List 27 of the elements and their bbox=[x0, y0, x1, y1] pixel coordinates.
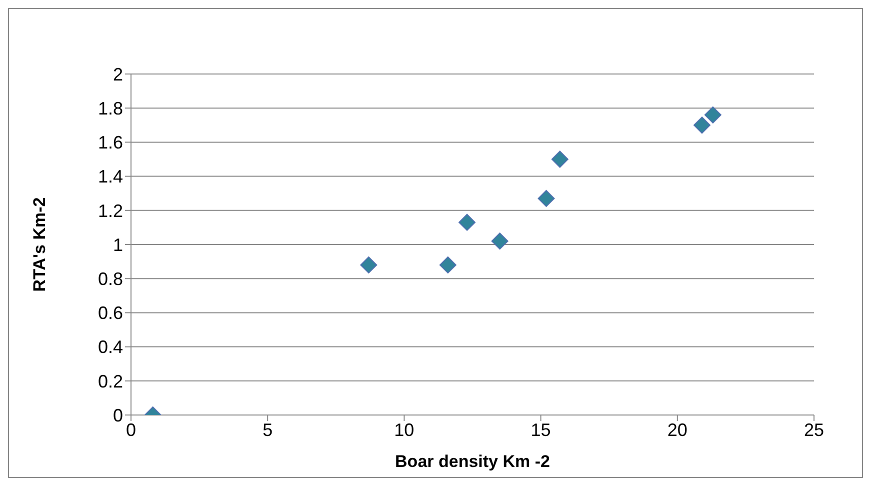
point bbox=[491, 232, 508, 250]
point bbox=[458, 214, 476, 231]
x-tick-label: 5 bbox=[262, 420, 273, 440]
point bbox=[360, 256, 378, 274]
point bbox=[704, 106, 722, 124]
point bbox=[693, 116, 710, 134]
x-tick-label: 0 bbox=[126, 420, 136, 440]
point bbox=[439, 256, 456, 274]
y-tick-label: 0.6 bbox=[98, 303, 123, 324]
y-tick-label: 0.2 bbox=[98, 371, 123, 392]
x-tick-label: 20 bbox=[667, 420, 688, 440]
y-tick-label: 0 bbox=[112, 405, 123, 426]
y-axis-title: RTA's Km-2 bbox=[30, 197, 50, 292]
point bbox=[538, 190, 555, 207]
y-tick-label: 0.4 bbox=[98, 337, 123, 358]
y-tick-label: 1.8 bbox=[98, 98, 123, 118]
point bbox=[551, 150, 568, 168]
x-tick-label: 10 bbox=[394, 420, 414, 440]
y-tick-label: 0.8 bbox=[98, 268, 123, 289]
y-tick-label: 2 bbox=[112, 64, 123, 84]
y-tick-label: 1 bbox=[112, 234, 123, 255]
y-tick-label: 1.2 bbox=[98, 200, 123, 221]
y-tick-label: 1.6 bbox=[98, 132, 123, 153]
x-tick-label: 25 bbox=[804, 420, 824, 440]
x-axis-title: Boar density Km -2 bbox=[395, 452, 550, 471]
y-tick-label: 1.4 bbox=[98, 166, 123, 187]
x-tick-label: 15 bbox=[530, 420, 551, 440]
